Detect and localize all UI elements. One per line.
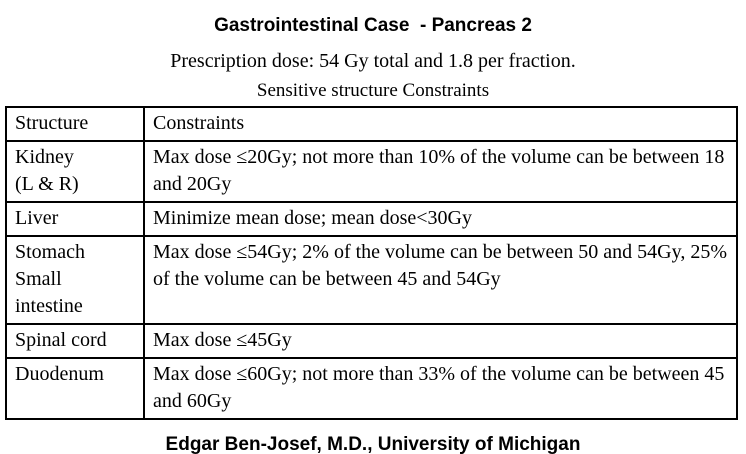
table-row: Duodenum Max dose ≤60Gy; not more than 3… — [5, 357, 738, 420]
constraint-cell-kidney: Max dose ≤20Gy; not more than 10% of the… — [143, 140, 738, 203]
table-header-row: Structure Constraints — [5, 106, 738, 142]
constraint-cell-liver: Minimize mean dose; mean dose<30Gy — [143, 201, 738, 237]
page-title: Gastrointestinal Case - Pancreas 2 — [214, 15, 532, 36]
structure-cell-stomach-small-intestine: Stomach Small intestine — [5, 235, 145, 325]
constraint-cell-duodenum: Max dose ≤60Gy; not more than 33% of the… — [143, 357, 738, 420]
structure-cell-spinal-cord: Spinal cord — [5, 323, 145, 359]
table-row: Liver Minimize mean dose; mean dose<30Gy — [5, 201, 738, 237]
structure-cell-duodenum: Duodenum — [5, 357, 145, 420]
structure-cell-kidney: Kidney (L & R) — [5, 140, 145, 203]
table-row: Stomach Small intestine Max dose ≤54Gy; … — [5, 235, 738, 325]
constraint-cell-stomach-small-intestine: Max dose ≤54Gy; 2% of the volume can be … — [143, 235, 738, 325]
table-caption: Sensitive structure Constraints — [256, 80, 490, 101]
attribution-footer: Edgar Ben-Josef, M.D., University of Mic… — [165, 434, 581, 454]
table-row: Kidney (L & R) Max dose ≤20Gy; not more … — [5, 140, 738, 203]
column-header-constraints: Constraints — [143, 106, 738, 142]
structure-cell-liver: Liver — [5, 201, 145, 237]
constraints-table: Structure Constraints Kidney (L & R) Max… — [5, 106, 738, 420]
column-header-structure: Structure — [5, 106, 145, 142]
table-row: Spinal cord Max dose ≤45Gy — [5, 323, 738, 359]
constraint-cell-spinal-cord: Max dose ≤45Gy — [143, 323, 738, 359]
prescription-dose-line: Prescription dose: 54 Gy total and 1.8 p… — [170, 50, 576, 72]
